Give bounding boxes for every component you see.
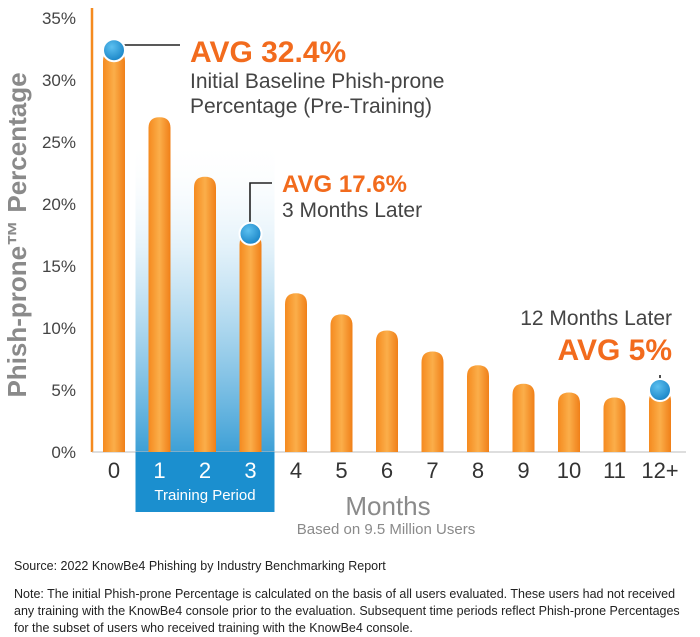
x-axis-title: Months [345, 491, 430, 521]
bar-month-8 [467, 365, 489, 452]
x-tick-label: 12+ [641, 458, 678, 483]
source-text: Source: 2022 KnowBe4 Phishing by Industr… [14, 559, 386, 573]
annotation-text: 12 Months Later [520, 307, 672, 330]
x-tick-label: 11 [603, 458, 626, 483]
x-tick-label: 10 [557, 458, 581, 483]
y-axis-title: Phish-prone™ Percentage [2, 72, 32, 397]
phish-prone-bar-chart: Training Period 0% 5% 10% 15% 20% 25% 30% 35% 0… [2, 8, 686, 538]
annotation-headline: AVG 5% [558, 334, 672, 367]
y-tick-label: 30% [42, 71, 76, 90]
annotation-text: 3 Months Later [282, 199, 422, 222]
y-tick-label: 5% [51, 381, 76, 400]
annotation-text: Percentage (Pre-Training) [190, 95, 432, 118]
x-tick-label: 2 [199, 458, 211, 483]
bar-month-5 [330, 314, 353, 452]
annotation-leader-line [249, 182, 272, 228]
bar-month-2 [194, 176, 216, 452]
annotation-headline: AVG 17.6% [282, 171, 407, 198]
chart-subtitle: Based on 9.5 Million Users [297, 521, 475, 538]
training-period-label: Training Period [154, 487, 255, 504]
bar-month-6 [376, 330, 398, 452]
x-tick-label: 7 [426, 458, 438, 483]
x-tick-label: 4 [290, 458, 302, 483]
x-tick-label: 1 [153, 458, 165, 483]
x-tick-label: 5 [335, 458, 347, 483]
training-period-label-box [135, 452, 275, 512]
y-tick-label: 10% [42, 319, 76, 338]
y-tick-label: 25% [42, 133, 76, 152]
annotation-headline: AVG 32.4% [190, 36, 346, 69]
x-tick-label: 9 [517, 458, 529, 483]
bar-month-11 [603, 397, 626, 452]
bar-month-12plus [649, 390, 671, 452]
annotation-marker [102, 38, 126, 63]
bar-month-9 [512, 383, 535, 452]
y-tick-label: 35% [42, 9, 76, 28]
bar-month-1 [148, 117, 171, 452]
annotation-text: Initial Baseline Phish-prone [190, 70, 444, 93]
y-tick-label: 0% [51, 443, 76, 462]
note-text: Note: The initial Phish-prone Percentage… [14, 587, 680, 635]
y-tick-label: 20% [42, 195, 76, 214]
bar-month-10 [558, 392, 580, 452]
bar-month-7 [421, 351, 444, 452]
bar-month-3 [239, 233, 262, 452]
x-tick-label: 6 [381, 458, 393, 483]
annotation-marker [648, 378, 672, 402]
x-tick-label: 3 [244, 458, 256, 483]
bar-month-4 [285, 293, 307, 452]
x-tick-label: 8 [472, 458, 484, 483]
annotation-marker [238, 221, 263, 246]
bar-month-0 [103, 50, 125, 453]
x-tick-label: 0 [108, 458, 120, 483]
y-tick-label: 15% [42, 257, 76, 276]
